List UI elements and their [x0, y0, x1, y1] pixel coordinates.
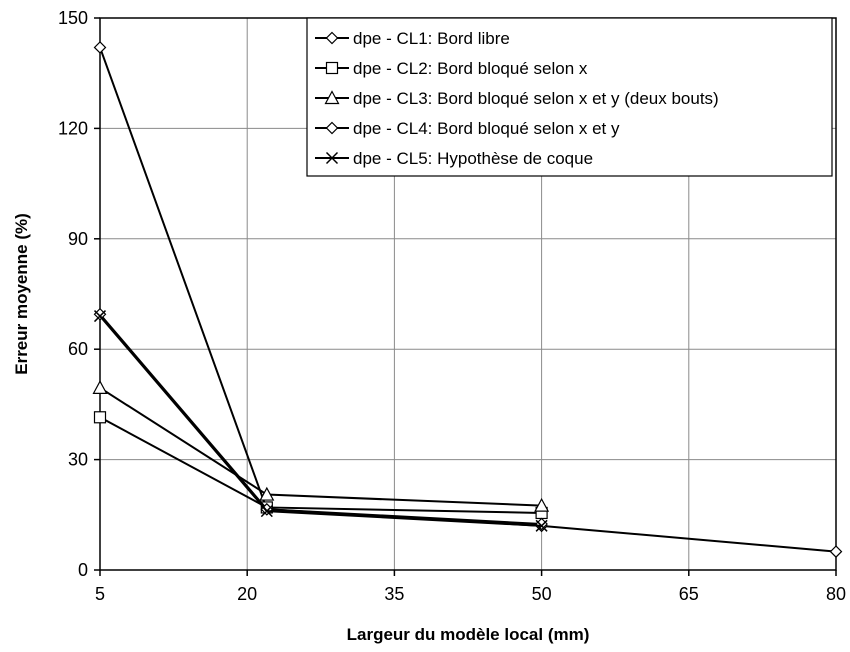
legend: dpe - CL1: Bord libre dpe - CL2: Bord blo… [306, 17, 833, 177]
x-axis-label: Largeur du modèle local (mm) [347, 625, 590, 644]
series-5 [93, 310, 548, 532]
data-point [535, 519, 548, 532]
x-tick-label: 80 [826, 584, 846, 604]
y-axis-label: Erreur moyenne (%) [12, 213, 31, 375]
legend-label: dpe - CL1: Bord libre [353, 29, 510, 48]
legend-label: dpe - CL3: Bord bloqué selon x et y (deu… [353, 89, 719, 108]
legend-label: dpe - CL5: Hypothèse de coque [353, 149, 593, 168]
legend-marker [325, 121, 339, 135]
data-point [93, 310, 107, 323]
y-tick-label: 90 [68, 229, 88, 249]
data-point [534, 497, 550, 512]
data-point [93, 411, 107, 424]
series-layer [92, 41, 843, 558]
x-tick-label: 50 [532, 584, 552, 604]
y-tick-label: 0 [78, 560, 88, 580]
legend-entry: dpe - CL3: Bord bloqué selon x et y (deu… [315, 89, 719, 108]
series-3 [92, 380, 550, 512]
series-line [99, 313, 542, 525]
series-line [99, 416, 542, 514]
legend-entry: dpe - CL4: Bord bloqué selon x et y [315, 119, 620, 138]
legend-marker [324, 90, 340, 105]
legend-marker [325, 61, 339, 75]
series-line [99, 386, 542, 507]
legend-marker [325, 151, 339, 165]
series-line [99, 315, 542, 527]
data-point [259, 486, 275, 501]
data-point [93, 41, 107, 54]
y-tick-label: 150 [58, 8, 88, 28]
legend-entry: dpe - CL1: Bord libre [315, 29, 510, 48]
legend-entry: dpe - CL2: Bord bloqué selon x [315, 59, 588, 78]
data-point [260, 505, 273, 518]
y-tick-label: 60 [68, 339, 88, 359]
data-point [829, 545, 843, 558]
y-tick-label: 120 [58, 118, 88, 138]
x-tick-label: 35 [384, 584, 404, 604]
legend-label: dpe - CL4: Bord bloqué selon x et y [353, 119, 620, 138]
y-tick-label: 30 [68, 450, 88, 470]
legend-entry: dpe - CL5: Hypothèse de coque [315, 149, 593, 168]
legend-marker [325, 31, 339, 45]
x-axis-ticks: 5 20 35 50 65 80 [95, 570, 846, 604]
x-tick-label: 65 [679, 584, 699, 604]
legend-label: dpe - CL2: Bord bloqué selon x [353, 59, 588, 78]
x-tick-label: 5 [95, 584, 105, 604]
y-axis-ticks: 0 30 60 90 120 150 [58, 8, 100, 580]
x-tick-label: 20 [237, 584, 257, 604]
legend-box [306, 17, 833, 177]
data-point [92, 380, 108, 394]
